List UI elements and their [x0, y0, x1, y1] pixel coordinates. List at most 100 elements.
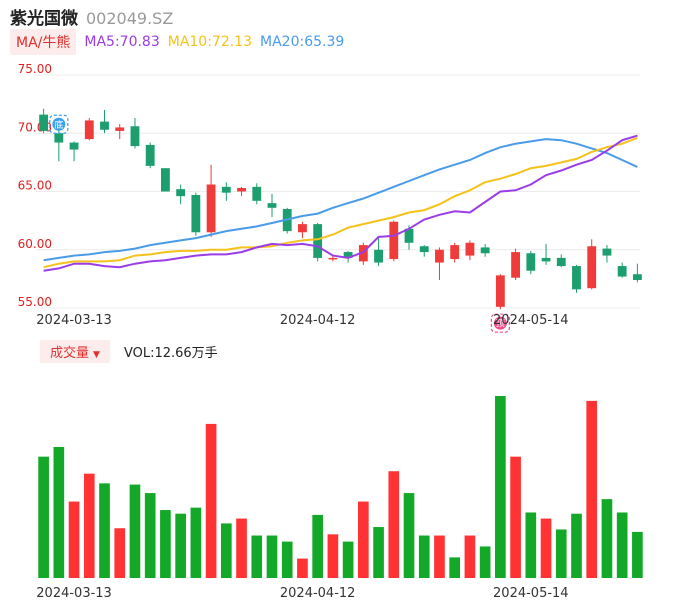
signal-frame	[490, 313, 510, 333]
candle-body	[541, 257, 551, 262]
price-tick-label: 60.00	[18, 237, 52, 251]
price-date-label: 2024-03-13	[36, 313, 112, 328]
volume-date-label: 2024-04-12	[280, 586, 356, 601]
volume-legend: 成交量 ▼ VOL:12.66万手	[40, 339, 218, 363]
volume-value: VOL:12.66万手	[123, 345, 218, 361]
volume-indicator-selector[interactable]: 成交量 ▼	[40, 339, 110, 363]
candle-body	[69, 142, 79, 150]
candle-body	[252, 186, 262, 201]
volume-bar	[601, 499, 613, 578]
signal-dot	[493, 316, 507, 330]
volume-bar	[297, 558, 308, 578]
volume-bar	[373, 527, 384, 578]
candle-body	[130, 126, 140, 147]
price-date-label: 2024-04-12	[280, 313, 356, 328]
candle-body	[206, 184, 216, 233]
stock-name: 紫光国微	[10, 9, 78, 29]
volume-bar	[68, 501, 80, 578]
volume-bar	[449, 557, 461, 578]
volume-bar	[251, 535, 263, 578]
candle-body	[328, 257, 338, 260]
candle-body	[435, 249, 444, 263]
volume-bar	[83, 473, 95, 578]
ma10-value: MA10:72.13	[167, 34, 253, 50]
ma-legend: MA/牛熊 MA5:70.83 MA10:72.13 MA20:65.39	[10, 29, 344, 55]
top-signal-icon: 顶	[490, 313, 510, 333]
candle-body	[176, 189, 186, 197]
volume-bar	[144, 493, 156, 578]
candle-body	[160, 168, 170, 192]
volume-bar	[586, 400, 598, 578]
volume-bar	[555, 529, 567, 578]
signal-dot	[52, 117, 66, 131]
volume-bar	[266, 535, 278, 578]
signal-label: 顶	[496, 319, 505, 330]
volume-tag-label: 成交量	[50, 345, 90, 361]
volume-bar	[616, 512, 628, 578]
candle-body	[617, 266, 627, 277]
ma10-line	[43, 136, 638, 269]
volume-bar	[175, 513, 186, 578]
candle-body	[419, 246, 429, 253]
volume-bar	[236, 518, 247, 578]
volume-bar	[479, 546, 491, 578]
candle-body	[54, 133, 64, 143]
candle-body	[374, 249, 383, 263]
volume-bar	[53, 446, 65, 578]
volume-date-label: 2024-05-14	[493, 586, 569, 601]
candle-body	[84, 120, 94, 140]
volume-bar	[99, 483, 110, 578]
volume-bar	[418, 535, 430, 578]
ma5-value: MA5:70.83	[84, 34, 160, 50]
candle-body	[450, 245, 460, 260]
volume-bar	[190, 507, 202, 578]
volume-bar	[38, 456, 49, 578]
ma5-line	[43, 134, 638, 272]
candle-body	[313, 224, 323, 258]
volume-bar	[434, 535, 445, 578]
candle-body	[358, 245, 368, 262]
price-tick-label: 75.00	[18, 62, 52, 76]
volume-bar	[281, 541, 293, 578]
candle-body	[480, 247, 490, 254]
volume-bar	[632, 531, 643, 578]
candle-body	[115, 127, 125, 131]
bottom-signal-icon: 底	[49, 114, 69, 134]
volume-bar	[510, 456, 521, 578]
signal-frame	[49, 114, 69, 134]
ma20-line	[43, 138, 638, 262]
candle-body	[298, 224, 307, 233]
price-date-label: 2024-05-14	[493, 313, 569, 328]
volume-bar	[129, 484, 141, 578]
candle-body	[145, 144, 155, 166]
signal-label: 底	[54, 119, 63, 131]
candle-body	[404, 228, 414, 243]
candle-body	[221, 186, 231, 193]
volume-date-label: 2024-03-13	[36, 586, 112, 601]
candle-body	[602, 248, 612, 256]
volume-bar	[571, 513, 582, 578]
volume-bar	[403, 493, 415, 578]
candle-body	[267, 203, 277, 208]
candle-body	[465, 242, 475, 256]
candle-body	[39, 114, 49, 131]
candle-body	[587, 246, 597, 289]
volume-bar	[327, 534, 339, 578]
candle-body	[237, 188, 246, 192]
candle-body	[191, 194, 201, 233]
volume-bar	[540, 518, 552, 578]
ma-indicator-selector[interactable]: MA/牛熊	[10, 29, 77, 55]
candle-body	[100, 121, 109, 130]
price-tick-label: 55.00	[18, 295, 52, 309]
candle-body	[495, 275, 505, 307]
volume-bar	[312, 514, 323, 578]
volume-bar	[358, 501, 369, 578]
volume-bar	[342, 541, 354, 578]
candle-body	[389, 221, 399, 260]
candle-body	[511, 252, 521, 278]
volume-bar	[525, 512, 537, 578]
stock-header: 紫光国微 002049.SZ	[10, 4, 173, 29]
candle-body	[572, 266, 581, 290]
volume-bar	[160, 510, 171, 578]
